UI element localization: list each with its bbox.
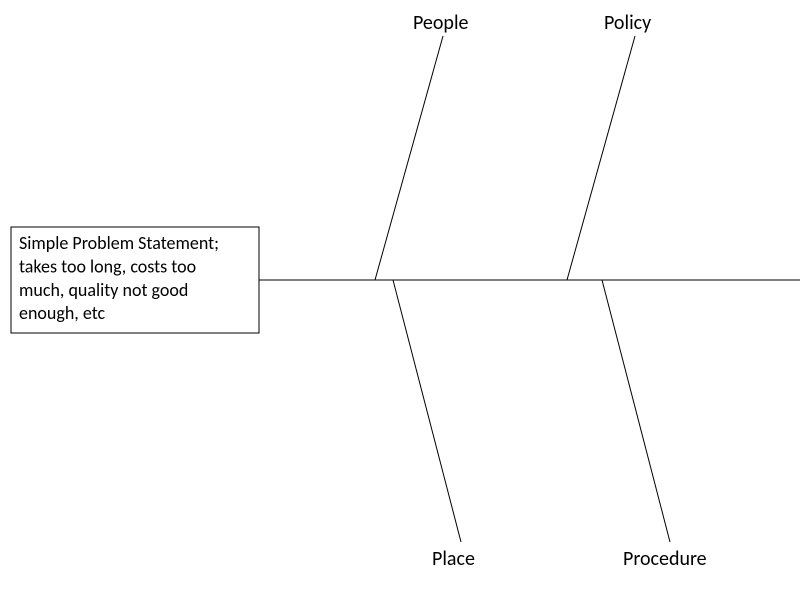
bone-procedure — [602, 280, 670, 542]
label-policy: Policy — [604, 11, 651, 35]
bone-place — [393, 280, 461, 542]
label-place: Place — [432, 547, 475, 571]
bone-people — [375, 36, 443, 280]
bone-policy — [567, 36, 635, 280]
label-people: People — [413, 11, 469, 35]
fishbone-diagram: Simple Problem Statement;takes too long,… — [0, 0, 800, 590]
label-procedure: Procedure — [623, 547, 707, 571]
